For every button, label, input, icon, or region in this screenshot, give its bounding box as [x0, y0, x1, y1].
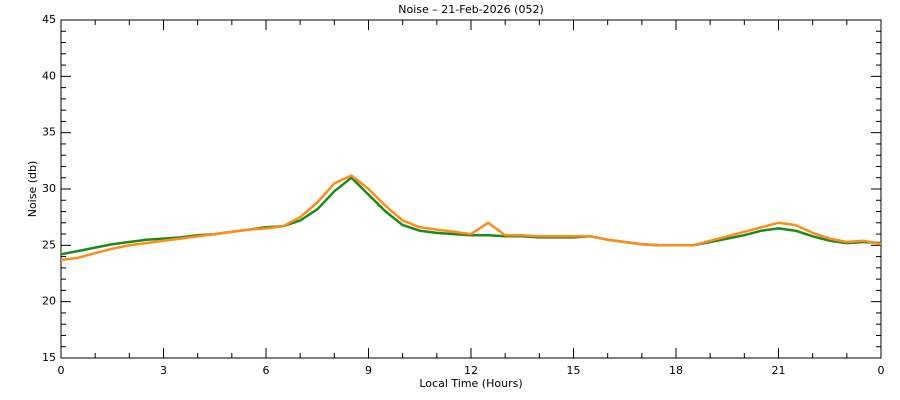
x-axis-label: Local Time (Hours): [419, 377, 522, 390]
plot-frame: [60, 19, 882, 359]
x-tick-label: 0: [878, 364, 885, 377]
x-tick-label: 18: [669, 364, 683, 377]
chart-title: Noise – 21-Feb-2026 (052): [398, 3, 544, 16]
y-tick-label: 40: [42, 69, 56, 82]
y-tick-label: 15: [42, 351, 56, 364]
y-tick-label: 45: [42, 13, 56, 26]
y-tick-label: 20: [42, 295, 56, 308]
x-tick-label: 3: [160, 364, 167, 377]
y-tick-label: 25: [42, 238, 56, 251]
y-axis-label: Noise (db): [26, 161, 39, 218]
x-tick-label: 12: [464, 364, 478, 377]
noise-line: [60, 176, 882, 256]
x-tick-label: 21: [772, 364, 786, 377]
x-tick-label: 0: [58, 364, 65, 377]
noise-line: [60, 174, 882, 262]
y-tick-label: 35: [42, 126, 56, 139]
x-tick-label: 9: [365, 364, 372, 377]
x-tick-label: 15: [567, 364, 581, 377]
x-tick-label: 6: [263, 364, 270, 377]
y-tick-label: 30: [42, 182, 56, 195]
